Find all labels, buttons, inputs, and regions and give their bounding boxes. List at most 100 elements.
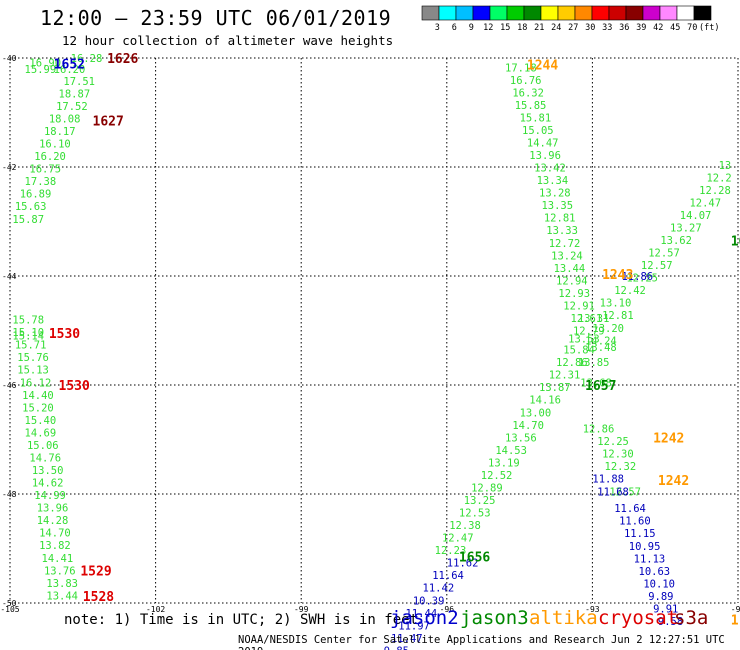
- scale-label: 36: [619, 23, 629, 33]
- swh-value: 15.63: [15, 201, 47, 213]
- swh-value: 16.89: [20, 189, 52, 201]
- swh-value: 12.57: [648, 248, 680, 260]
- swh-value: 13.35: [541, 200, 573, 212]
- swh-value: 13.20: [592, 323, 624, 335]
- pass-time-label: 1528: [83, 590, 114, 605]
- swh-value: 10.10: [643, 578, 675, 590]
- scale-label: 24: [551, 23, 561, 33]
- pass-time-label: 1243: [602, 268, 633, 283]
- swh-value: 13.96: [37, 503, 69, 515]
- scale-label: 21: [534, 23, 544, 33]
- pass-time-label: 1530: [59, 379, 90, 394]
- pass-time-label: 1652: [54, 57, 85, 72]
- swh-value: 15.87: [12, 214, 44, 226]
- lat-tick-label: -42: [2, 163, 17, 172]
- lat-tick-label: -50: [2, 599, 17, 608]
- swh-value: 17.18: [505, 62, 537, 74]
- swh-value: 18.08: [49, 113, 81, 125]
- swh-value: 13.24: [551, 250, 583, 262]
- swh-value: 12.31: [549, 370, 581, 382]
- swh-value: 11.88: [592, 474, 624, 486]
- swh-value: 16.32: [512, 87, 544, 99]
- swh-value: 14.47: [527, 137, 559, 149]
- swh-value: 15.10: [12, 327, 44, 339]
- swh-value: 13.44: [554, 263, 586, 275]
- swh-value: 13.50: [32, 465, 64, 477]
- swh-value: 9.91: [653, 603, 678, 615]
- swh-value: 11.60: [619, 516, 651, 528]
- swh-value: 12.61: [571, 313, 603, 325]
- swh-value: 14.62: [32, 478, 64, 490]
- footer-note: note: 1) Time is in UTC; 2) SWH is in fe…: [64, 612, 419, 628]
- swh-value: 11.64: [614, 503, 646, 515]
- swh-value: 15.81: [520, 112, 552, 124]
- scale-swatch: [472, 5, 491, 21]
- swh-value: 13.56: [505, 432, 537, 444]
- swh-value: 14.70: [39, 528, 71, 540]
- swh-value: 12.57: [609, 486, 641, 498]
- lat-tick-label: -44: [2, 272, 17, 281]
- swh-value: 14.76: [29, 452, 61, 464]
- swh-value: 15.05: [522, 125, 554, 137]
- swh-value: 12.57: [641, 260, 673, 272]
- swh-value: 13.53: [568, 334, 600, 346]
- swh-value: 14.16: [529, 395, 561, 407]
- swh-value: 13.31: [578, 313, 610, 325]
- scale-unit: (ft): [699, 23, 719, 33]
- pass-time-label: 16: [731, 235, 740, 250]
- swh-value: 9.85: [384, 645, 409, 650]
- pass-time-label: 1242: [658, 474, 689, 489]
- pass-time-label: 1627: [93, 115, 124, 130]
- swh-value: 15.71: [15, 340, 47, 352]
- swh-value: 14.40: [22, 390, 54, 402]
- swh-value: 12.42: [614, 285, 646, 297]
- pass-time-label: 1655: [420, 649, 451, 650]
- swh-value: 18.17: [44, 126, 76, 138]
- swh-value: 16.10: [39, 139, 71, 151]
- swh-value: 12.72: [549, 238, 581, 250]
- pass-time-label: 1: [731, 613, 739, 628]
- scale-label: 12: [483, 23, 493, 33]
- scale-swatch: [523, 5, 542, 21]
- lon-tick-label: -102: [146, 605, 165, 614]
- swh-value: 9.58: [658, 616, 683, 628]
- lat-tick-label: -46: [2, 381, 17, 390]
- swh-value: 16.20: [54, 64, 86, 76]
- swh-value: 13.68: [580, 377, 612, 389]
- swh-value: 16.76: [510, 75, 542, 87]
- swh-value: 15.14: [12, 330, 44, 342]
- swh-value: 13.10: [600, 298, 632, 310]
- swh-value: 11.68: [597, 486, 629, 498]
- swh-value: 11.64: [432, 570, 464, 582]
- swh-value: 12.25: [626, 273, 658, 285]
- scale-swatch: [455, 5, 474, 21]
- swh-value: 17.52: [56, 101, 88, 113]
- swh-value: 12.94: [556, 275, 588, 287]
- scale-swatch: [591, 5, 610, 21]
- swh-value: 14.53: [495, 445, 527, 457]
- scale-label: 70: [687, 23, 697, 33]
- swh-value: 13.28: [539, 188, 571, 200]
- swh-value: 10.39: [413, 595, 445, 607]
- swh-value: 11.97: [398, 620, 430, 632]
- swh-value: 10.95: [629, 541, 661, 553]
- swh-value: 13.87: [539, 382, 571, 394]
- swh-value: 13.62: [660, 235, 692, 247]
- swh-value: 12.30: [602, 449, 634, 461]
- lon-tick-label: -99: [294, 605, 309, 614]
- swh-value: 13.27: [670, 222, 702, 234]
- swh-value: 13.48: [585, 342, 617, 354]
- swh-value: 13: [719, 160, 732, 172]
- swh-value: 15.78: [12, 315, 44, 327]
- swh-value: 12.47: [689, 197, 721, 209]
- scale-swatch: [608, 5, 627, 21]
- swh-value: 15.13: [17, 365, 49, 377]
- scale-swatch: [489, 5, 508, 21]
- pass-time-label: 1242: [653, 431, 684, 446]
- legend-jason2: jason2: [390, 607, 459, 629]
- swh-value: 14.28: [37, 515, 69, 527]
- swh-value: 14.41: [42, 553, 74, 565]
- swh-value: 17.38: [25, 176, 57, 188]
- swh-value: 15.76: [17, 352, 49, 364]
- scale-label: 6: [452, 23, 457, 33]
